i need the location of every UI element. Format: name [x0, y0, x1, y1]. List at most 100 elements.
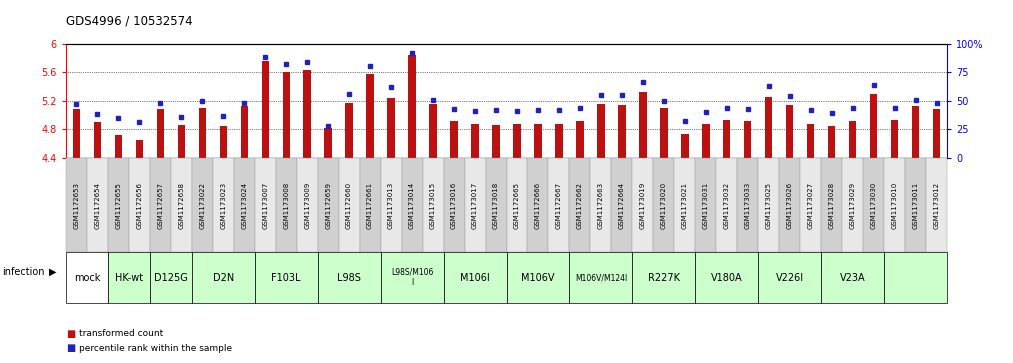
- Text: GSM1173028: GSM1173028: [829, 182, 835, 229]
- Text: GSM1173031: GSM1173031: [703, 182, 709, 229]
- Bar: [723, 120, 730, 158]
- Bar: [387, 98, 395, 158]
- Text: GSM1172657: GSM1172657: [157, 182, 163, 229]
- Bar: [576, 122, 583, 158]
- Text: GSM1173018: GSM1173018: [493, 182, 499, 229]
- Text: D2N: D2N: [213, 273, 234, 283]
- Text: ■: ■: [66, 343, 75, 354]
- Bar: [745, 122, 752, 158]
- Text: GSM1172654: GSM1172654: [94, 182, 100, 229]
- Text: transformed count: transformed count: [79, 330, 163, 338]
- Bar: [430, 104, 437, 158]
- Text: GSM1172663: GSM1172663: [598, 182, 604, 229]
- Bar: [786, 105, 793, 158]
- Text: GSM1173015: GSM1173015: [431, 182, 436, 229]
- Bar: [408, 55, 415, 158]
- Text: ■: ■: [66, 329, 75, 339]
- Bar: [345, 103, 353, 158]
- Bar: [93, 122, 101, 158]
- Bar: [283, 72, 290, 158]
- Bar: [534, 124, 542, 158]
- Text: M106V/M124I: M106V/M124I: [574, 273, 627, 282]
- Bar: [828, 126, 836, 158]
- Text: D125G: D125G: [154, 273, 187, 283]
- Text: V180A: V180A: [711, 273, 743, 283]
- Bar: [136, 140, 143, 158]
- Text: GSM1172658: GSM1172658: [178, 182, 184, 229]
- Text: V226I: V226I: [776, 273, 804, 283]
- Text: GSM1172665: GSM1172665: [514, 182, 520, 229]
- Text: GSM1173009: GSM1173009: [304, 182, 310, 229]
- Bar: [157, 109, 164, 158]
- Text: GSM1173029: GSM1173029: [850, 182, 856, 229]
- Text: GSM1173017: GSM1173017: [472, 182, 478, 229]
- Text: GSM1172656: GSM1172656: [137, 182, 142, 229]
- Text: HK-wt: HK-wt: [114, 273, 143, 283]
- Text: GSM1173013: GSM1173013: [388, 182, 394, 229]
- Bar: [912, 106, 920, 158]
- Text: GSM1173014: GSM1173014: [409, 182, 415, 229]
- Text: V23A: V23A: [840, 273, 865, 283]
- Text: GSM1173011: GSM1173011: [913, 182, 919, 229]
- Bar: [177, 125, 185, 158]
- Text: GSM1173016: GSM1173016: [451, 182, 457, 229]
- Text: GSM1173008: GSM1173008: [284, 182, 289, 229]
- Text: percentile rank within the sample: percentile rank within the sample: [79, 344, 232, 353]
- Text: R227K: R227K: [648, 273, 680, 283]
- Bar: [514, 124, 521, 158]
- Text: GSM1172655: GSM1172655: [115, 182, 122, 229]
- Text: infection: infection: [2, 267, 45, 277]
- Text: GSM1173022: GSM1173022: [200, 182, 206, 229]
- Text: F103L: F103L: [271, 273, 301, 283]
- Text: GSM1173021: GSM1173021: [682, 182, 688, 229]
- Text: GSM1172660: GSM1172660: [346, 182, 353, 229]
- Text: GSM1173027: GSM1173027: [807, 182, 813, 229]
- Text: GSM1173019: GSM1173019: [640, 182, 646, 229]
- Bar: [849, 121, 856, 158]
- Text: GSM1172653: GSM1172653: [73, 182, 79, 229]
- Text: GSM1172659: GSM1172659: [325, 182, 331, 229]
- Bar: [681, 134, 689, 158]
- Text: L98S: L98S: [337, 273, 361, 283]
- Text: GSM1173010: GSM1173010: [891, 182, 898, 229]
- Bar: [618, 105, 626, 158]
- Text: GSM1172666: GSM1172666: [535, 182, 541, 229]
- Text: L98S/M106
I: L98S/M106 I: [391, 268, 434, 287]
- Text: GSM1173023: GSM1173023: [220, 182, 226, 229]
- Text: GSM1173012: GSM1173012: [934, 182, 940, 229]
- Bar: [639, 92, 646, 158]
- Text: GSM1173007: GSM1173007: [262, 182, 268, 229]
- Bar: [870, 94, 877, 158]
- Text: GSM1173026: GSM1173026: [787, 182, 793, 229]
- Bar: [199, 108, 206, 158]
- Bar: [660, 108, 668, 158]
- Bar: [114, 135, 122, 158]
- Bar: [598, 104, 605, 158]
- Text: GSM1173025: GSM1173025: [766, 182, 772, 229]
- Bar: [240, 106, 248, 158]
- Bar: [765, 97, 773, 158]
- Bar: [304, 70, 311, 158]
- Bar: [367, 74, 374, 158]
- Bar: [451, 121, 458, 158]
- Text: M106I: M106I: [460, 273, 490, 283]
- Text: mock: mock: [74, 273, 100, 283]
- Text: GSM1172667: GSM1172667: [556, 182, 562, 229]
- Bar: [933, 109, 940, 158]
- Bar: [555, 124, 562, 158]
- Bar: [261, 61, 268, 158]
- Bar: [891, 120, 899, 158]
- Text: GSM1172664: GSM1172664: [619, 182, 625, 229]
- Text: GSM1173033: GSM1173033: [745, 182, 751, 229]
- Bar: [492, 125, 499, 158]
- Bar: [220, 126, 227, 158]
- Bar: [73, 109, 80, 158]
- Text: GSM1172661: GSM1172661: [367, 182, 373, 229]
- Text: GDS4996 / 10532574: GDS4996 / 10532574: [66, 15, 192, 28]
- Text: ▶: ▶: [49, 267, 56, 277]
- Text: GSM1173024: GSM1173024: [241, 182, 247, 229]
- Bar: [471, 124, 479, 158]
- Text: GSM1173020: GSM1173020: [660, 182, 667, 229]
- Bar: [807, 124, 814, 158]
- Bar: [702, 124, 709, 158]
